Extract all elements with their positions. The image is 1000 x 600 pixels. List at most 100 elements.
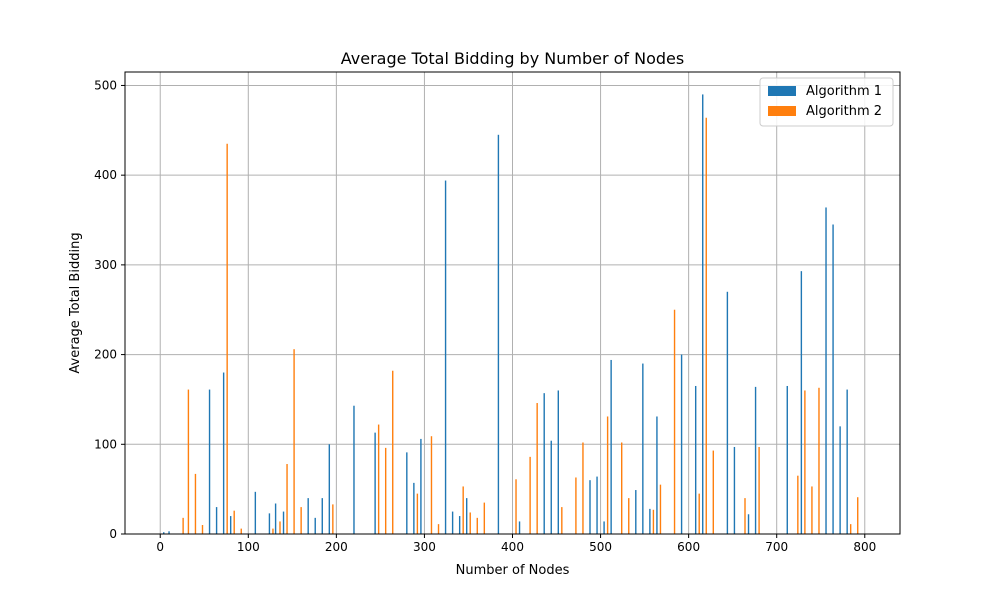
- bar-series-1: [543, 393, 545, 534]
- bar-series-1: [649, 508, 651, 534]
- bar-series-2: [857, 497, 859, 534]
- bar-series-1: [550, 440, 552, 534]
- bar-series-1: [353, 405, 355, 534]
- bar-series-2: [437, 524, 440, 534]
- bar-series-2: [758, 446, 760, 534]
- y-tick-label: 100: [94, 437, 117, 451]
- bar-series-2: [476, 517, 478, 534]
- bar-series-2: [529, 456, 531, 534]
- bar-series-1: [497, 134, 500, 534]
- bar-series-1: [374, 432, 376, 534]
- bar-series-2: [332, 504, 334, 534]
- bar-series-1: [406, 452, 408, 534]
- bar-series-1: [610, 359, 612, 534]
- bar-series-2: [804, 390, 806, 534]
- bar-series-1: [413, 482, 415, 534]
- bar-series-1: [229, 516, 232, 534]
- bar-series-2: [744, 498, 746, 534]
- bar-series-1: [832, 224, 834, 534]
- bar-series-2: [416, 493, 419, 534]
- legend-swatch-algorithm-2: [768, 106, 796, 116]
- y-axis-ticks: 0 100 200 300 400 500: [94, 78, 125, 541]
- y-tick-label: 200: [94, 348, 117, 362]
- y-tick-label: 0: [109, 527, 117, 541]
- bar-series-1: [451, 511, 454, 534]
- bar-series-1: [328, 444, 331, 534]
- bar-series-1: [656, 416, 658, 534]
- bar-series-1: [733, 446, 736, 534]
- bar-series-1: [557, 390, 559, 534]
- bar-series-2: [705, 117, 707, 534]
- bar-series-2: [659, 484, 662, 534]
- y-tick-label: 500: [94, 78, 117, 92]
- bar-series-1: [168, 531, 170, 534]
- x-axis-label: Number of Nodes: [456, 563, 570, 578]
- y-tick-label: 300: [94, 258, 117, 272]
- x-tick-label: 400: [501, 540, 524, 554]
- bar-series-1: [589, 480, 591, 534]
- bar-series-1: [314, 517, 316, 534]
- bar-series-2: [384, 447, 387, 534]
- x-tick-label: 200: [325, 540, 348, 554]
- y-axis-label: Average Total Bidding: [68, 232, 83, 373]
- bar-series-1: [635, 490, 637, 534]
- bar-series-2: [621, 442, 623, 534]
- bar-series-2: [606, 416, 609, 534]
- bar-series-1: [680, 354, 683, 534]
- bar-series-1: [208, 389, 211, 534]
- bar-series-2: [300, 507, 302, 534]
- x-tick-label: 0: [156, 540, 164, 554]
- bar-series-1: [268, 513, 271, 534]
- legend-swatch-algorithm-1: [768, 86, 796, 96]
- bar-series-1: [215, 507, 218, 534]
- bar-series-1: [254, 491, 257, 534]
- bar-series-2: [811, 486, 813, 534]
- x-tick-label: 300: [413, 540, 436, 554]
- x-axis-ticks: 0 100 200 300 400 500 600 700 800: [156, 534, 876, 554]
- bar-series-2: [187, 389, 190, 534]
- bar-series-1: [518, 521, 521, 534]
- bar-series-2: [536, 403, 538, 534]
- bar-series-1: [747, 514, 750, 534]
- bar-series-2: [201, 525, 204, 534]
- bar-series-1: [754, 386, 757, 534]
- bar-series-2: [272, 528, 274, 534]
- bar-series-1: [786, 385, 788, 534]
- bar-series-2: [469, 512, 471, 534]
- bar-series-2: [698, 493, 700, 534]
- bar-series-2: [194, 473, 197, 534]
- bar-series-2: [582, 442, 584, 534]
- bar-series-2: [561, 507, 563, 534]
- bar-series-2: [279, 521, 281, 534]
- bar-series-2: [462, 486, 464, 534]
- bar-series-1: [444, 180, 447, 534]
- bar-series-1: [420, 438, 422, 534]
- bar-series-2: [233, 510, 235, 534]
- bar-series-2: [293, 349, 295, 534]
- bar-series-2: [286, 464, 288, 534]
- bar-series-1: [726, 291, 729, 534]
- bar-series-1: [274, 503, 277, 534]
- bar-series-2: [377, 424, 380, 534]
- bar-series-2: [483, 502, 486, 534]
- bar-series-1: [603, 521, 605, 534]
- bar-series-2: [652, 509, 655, 534]
- bar-series-2: [797, 475, 799, 534]
- bar-series-2: [392, 370, 394, 534]
- x-tick-label: 800: [853, 540, 876, 554]
- x-tick-label: 700: [765, 540, 788, 554]
- bar-series-2: [240, 528, 242, 534]
- legend-label-algorithm-1: Algorithm 1: [806, 84, 882, 99]
- bar-series-1: [596, 476, 598, 534]
- bar-series-1: [702, 94, 704, 534]
- bar-series-2: [849, 524, 852, 534]
- bar-series-1: [800, 271, 803, 534]
- bar-series-1: [839, 426, 841, 534]
- x-tick-label: 100: [237, 540, 260, 554]
- bar-series-1: [825, 207, 827, 534]
- bar-series-2: [628, 498, 630, 534]
- bar-series-2: [575, 477, 577, 534]
- bar-series-2: [673, 309, 676, 534]
- bar-series-1: [458, 516, 461, 534]
